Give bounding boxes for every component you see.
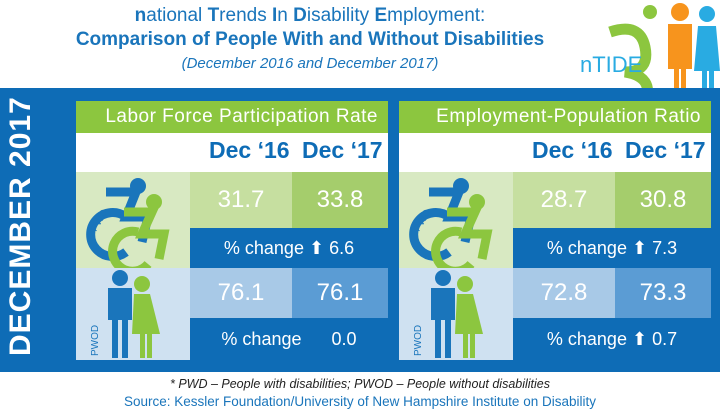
- change-label: % change: [546, 329, 627, 349]
- pwd-icon-area: PWD: [399, 172, 513, 276]
- pwod-change: % change 0.0: [190, 318, 388, 360]
- column-header-row: Dec ‘16 Dec ‘17: [76, 133, 388, 172]
- metric-panel: Labor Force Participation Rate Dec ‘16 D…: [76, 101, 388, 360]
- change-value: 0.7: [652, 329, 678, 349]
- pwod-change: % change ⬆ 0.7: [513, 318, 711, 360]
- people-icon: PWOD: [413, 270, 483, 358]
- header: national Trends In Disability Employment…: [0, 4, 620, 76]
- pwd-change: % change ⬆ 6.6: [190, 228, 388, 268]
- svg-text:nTIDE: nTIDE: [580, 52, 642, 77]
- pwd-value-dec16: 31.7: [190, 172, 292, 228]
- pwod-icon-area: PWOD: [76, 268, 190, 360]
- column-header: Dec ‘16: [532, 137, 613, 163]
- column-header: Dec ‘17: [625, 137, 706, 163]
- pwd-value-dec16: 28.7: [513, 172, 615, 228]
- pwd-row: PWD 28.7 30.8: [399, 172, 711, 276]
- pwod-value-dec17: 76.1: [292, 268, 388, 318]
- svg-text:PWD: PWD: [89, 208, 110, 234]
- panel-title: Employment-Population Ratio: [399, 101, 711, 133]
- svg-text:PWD: PWD: [412, 208, 433, 234]
- change-label: % change: [223, 238, 304, 258]
- wheelchair-icon: PWD: [86, 178, 170, 276]
- arrow-up-icon: ⬆: [631, 329, 653, 349]
- column-header: Dec ‘17: [302, 137, 383, 163]
- svg-text:PWOD: PWOD: [90, 325, 101, 356]
- pwd-value-dec17: 30.8: [615, 172, 711, 228]
- pwd-value-dec17: 33.8: [292, 172, 388, 228]
- change-label: % change: [546, 238, 627, 258]
- metric-panel: Employment-Population Ratio Dec ‘16 Dec …: [399, 101, 711, 360]
- column-header-row: Dec ‘16 Dec ‘17: [399, 133, 711, 172]
- arrow-up-icon: ⬆: [631, 238, 653, 258]
- pwod-row: PWOD 76.1 76.1: [76, 268, 388, 360]
- panel-title: Labor Force Participation Rate: [76, 101, 388, 133]
- pwd-row: PWD 31.7 33.8: [76, 172, 388, 276]
- subtitle: Comparison of People With and Without Di…: [75, 29, 545, 50]
- footnote: * PWD – People with disabilities; PWOD –…: [169, 377, 551, 391]
- wheelchair-icon: PWD: [409, 178, 493, 276]
- side-label: DECEMBER 2017: [4, 96, 37, 356]
- change-value: 6.6: [329, 238, 355, 258]
- change-value: 7.3: [652, 238, 678, 258]
- pwd-icon-area: PWD: [76, 172, 190, 276]
- title: national Trends In Disability Employment…: [134, 5, 486, 26]
- pwod-value-dec16: 72.8: [513, 268, 615, 318]
- pwd-change: % change ⬆ 7.3: [513, 228, 711, 268]
- svg-text:PWOD: PWOD: [413, 325, 424, 356]
- arrow-up-icon: ⬆: [308, 238, 330, 258]
- pwod-value-dec17: 73.3: [615, 268, 711, 318]
- arrow-spacer: [307, 329, 327, 349]
- people-icon: PWOD: [90, 270, 160, 358]
- pwod-value-dec16: 76.1: [190, 268, 292, 318]
- change-label: % change: [221, 329, 302, 349]
- pwod-row: PWOD 72.8 73.3: [399, 268, 711, 360]
- period: (December 2016 and December 2017): [181, 55, 439, 72]
- source: Source: Kessler Foundation/University of…: [124, 394, 596, 409]
- change-value: 0.0: [331, 329, 357, 349]
- pwod-icon-area: PWOD: [399, 268, 513, 360]
- column-header: Dec ‘16: [209, 137, 290, 163]
